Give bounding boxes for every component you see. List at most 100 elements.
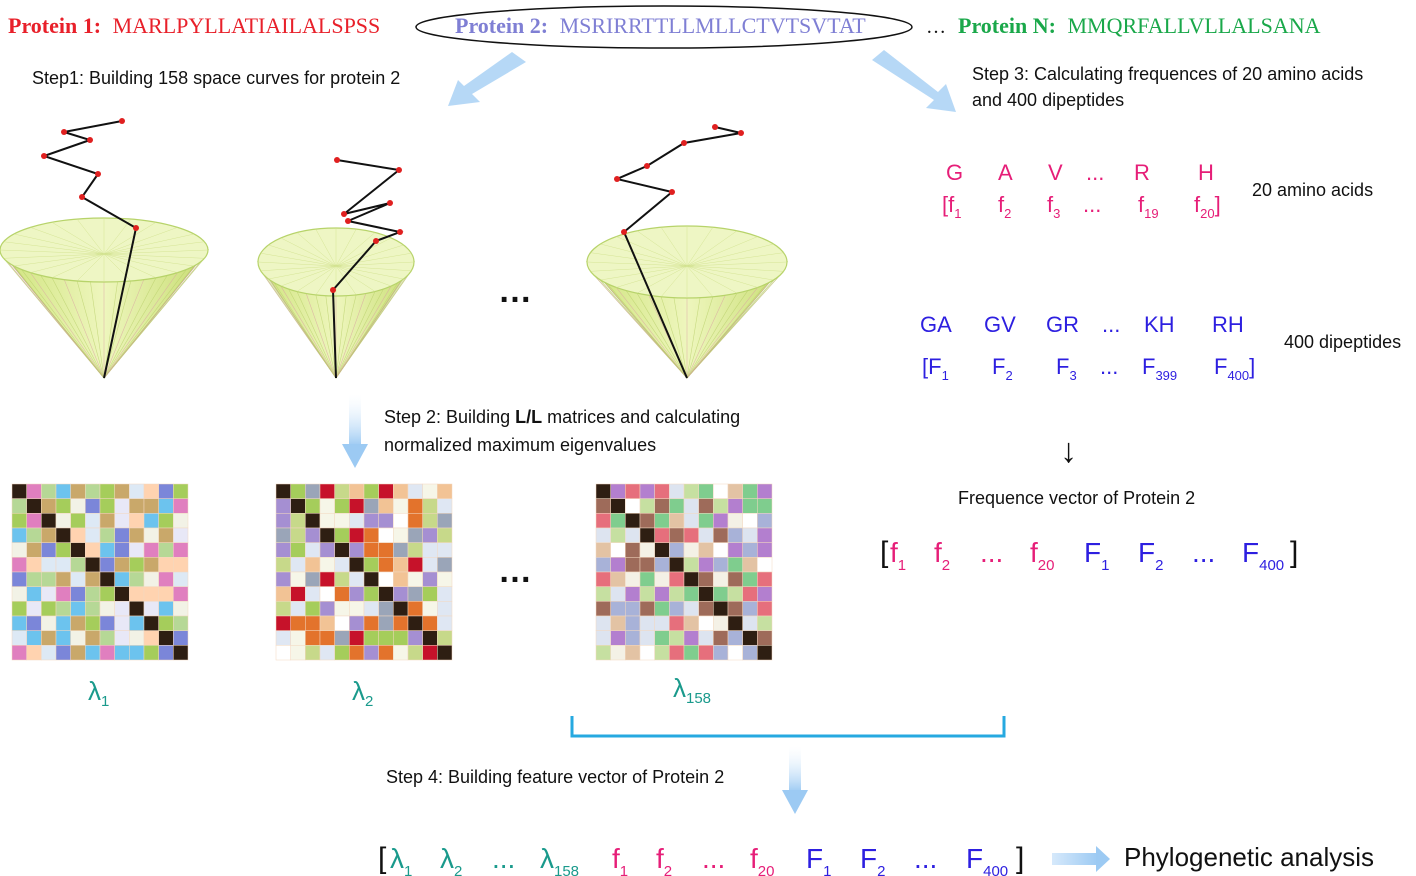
matrix-3	[595, 483, 773, 661]
step2-text-b: matrices and calculating	[542, 407, 740, 427]
lambda-158-sub: 158	[686, 690, 711, 707]
amino-frequency: f2	[998, 192, 1011, 221]
curve-point	[119, 118, 125, 124]
curve-point	[87, 137, 93, 143]
protein-1-name: Protein 1:	[8, 13, 101, 38]
dipeptide-letter: RH	[1212, 312, 1244, 337]
cone-3	[585, 124, 789, 379]
amino-frequency: ...	[1083, 192, 1101, 217]
lambda-1-sub: 1	[101, 693, 109, 710]
protein-n-sequence: MMQRFALLVLLALSANA	[1067, 13, 1320, 38]
dipeptide-frequency: ...	[1100, 354, 1118, 379]
arrow-step4	[782, 746, 808, 814]
step1-label: Step1: Building 158 space curves for pro…	[32, 68, 400, 88]
freq-vector-item: F400	[1242, 537, 1284, 574]
curve-point	[396, 167, 402, 173]
protein-1-label: Protein 1: MARLPYLLATIAILALSPSS	[8, 13, 380, 38]
lambda-bracket	[570, 716, 1006, 738]
cone-1	[0, 118, 210, 379]
feature-vector-item: F1	[806, 843, 831, 876]
protein-1-sequence: MARLPYLLATIAILALSPSS	[113, 13, 381, 38]
protein-ellipsis: …	[926, 16, 946, 38]
space-curve-1	[40, 120, 138, 379]
freq-vector-open: [	[880, 536, 889, 569]
freq-vector-item: F1	[1084, 537, 1109, 574]
curve-point	[341, 211, 347, 217]
down-arrow: ↓	[1060, 432, 1077, 470]
curve-point	[621, 229, 627, 235]
feature-vector-item: ...	[702, 843, 725, 874]
curve-point	[644, 163, 650, 169]
curve-point	[614, 176, 620, 182]
curve-point	[330, 287, 336, 293]
dipeptide-frequency: F3	[1056, 354, 1077, 383]
lambda-2-sub: 2	[365, 693, 373, 710]
freq-vector-item: f2	[934, 537, 950, 574]
feature-vector-item: F400	[966, 843, 1008, 876]
freq-vector-item: f1	[890, 537, 906, 574]
curve-point	[345, 218, 351, 224]
dipeptide-letters: GA GV GR... KH RH	[920, 312, 1244, 337]
step2-label-line2: normalized maximum eigenvalues	[384, 435, 656, 455]
feature-vector-close: ]	[1016, 842, 1024, 875]
matrix-1	[11, 483, 189, 661]
feature-vector-item: f2	[656, 843, 672, 876]
feature-vector-item: ...	[492, 843, 515, 874]
feature-vector-open: [	[378, 842, 387, 875]
arrow-to-step1	[448, 52, 526, 106]
amino-frequency: f20]	[1194, 192, 1221, 221]
amino-frequency: f3	[1047, 192, 1060, 221]
curve-point	[373, 238, 379, 244]
protein-n-name: Protein N:	[958, 13, 1056, 38]
feature-vector-item: λ2	[440, 843, 462, 876]
lambda-158-base: λ	[673, 673, 686, 703]
curve-point	[133, 225, 139, 231]
dipeptides-caption: 400 dipeptides	[1284, 332, 1401, 352]
amino-letter: ...	[1086, 160, 1104, 185]
amino-letter: R	[1134, 160, 1150, 185]
curve-point	[61, 129, 67, 135]
dipeptide-frequency: F400]	[1214, 354, 1255, 383]
protein-2-name: Protein 2:	[455, 13, 548, 38]
amino-letter: A	[998, 160, 1013, 185]
amino-frequency: f19	[1138, 192, 1159, 221]
curve-point	[712, 124, 718, 130]
space-curve-3	[613, 126, 742, 379]
feature-vector-item: λ158	[540, 843, 579, 876]
lambda-1: λ1	[88, 676, 109, 710]
lambda-2: λ2	[352, 676, 373, 710]
matrices-ellipsis: …	[498, 552, 532, 590]
matrices-group	[11, 483, 773, 661]
freq-vector-item: F2	[1138, 537, 1163, 574]
lambda-158: λ158	[673, 673, 711, 707]
amino-letter: G	[946, 160, 963, 185]
curve-point	[79, 194, 85, 200]
dipeptide-letter: KH	[1144, 312, 1175, 337]
feature-vector-item: ...	[914, 843, 937, 874]
freq-vector-item: ...	[980, 537, 1003, 568]
freq-vector-item: ...	[1192, 537, 1215, 568]
freq-vector-item: f20	[1030, 537, 1054, 574]
protein-2-sequence: MSRIRRTTLLMLLCTVTSVTAT	[560, 13, 867, 38]
step3-label-line2: and 400 dipeptides	[972, 90, 1124, 110]
feature-vector-item: F2	[860, 843, 885, 876]
step2-text-a: Step 2: Building	[384, 407, 515, 427]
arrow-step2	[342, 394, 368, 468]
amino-acid-frequencies: [f1 f2 f3... f19 f20]	[942, 192, 1221, 221]
amino-letter: H	[1198, 160, 1214, 185]
amino-frequency: [f1	[942, 192, 961, 221]
step4-label: Step 4: Building feature vector of Prote…	[386, 767, 724, 787]
amino-letter: V	[1048, 160, 1063, 185]
feature-vector: [λ1 λ2... λ158 f1 f2... f20 F1 F2... F400]	[378, 842, 1024, 876]
amino-acids-caption: 20 amino acids	[1252, 180, 1373, 200]
dipeptide-letter: GV	[984, 312, 1016, 337]
amino-acid-letters: G A V... R H	[946, 160, 1214, 185]
curve-point	[738, 130, 744, 136]
dipeptide-frequency: [F1	[922, 354, 949, 383]
frequence-vector-title: Frequence vector of Protein 2	[958, 488, 1195, 508]
cones-ellipsis: …	[498, 272, 532, 310]
cone-2	[257, 157, 415, 379]
curve-point	[681, 140, 687, 146]
